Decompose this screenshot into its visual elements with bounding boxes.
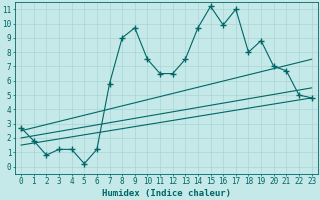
X-axis label: Humidex (Indice chaleur): Humidex (Indice chaleur) (102, 189, 231, 198)
